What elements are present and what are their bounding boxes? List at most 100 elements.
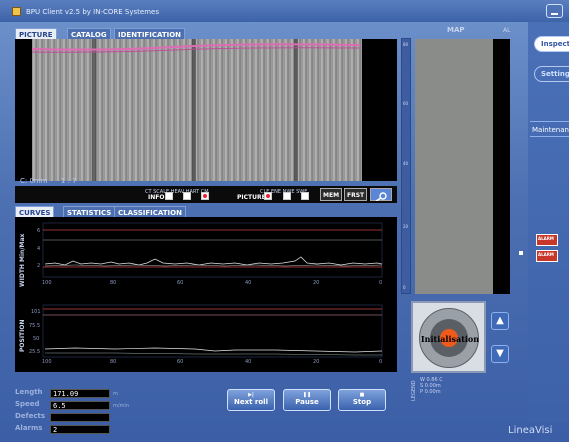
- speed-value: 6.5: [50, 401, 110, 410]
- xtick: 100: [42, 280, 52, 286]
- scroll-down-button[interactable]: ▼: [491, 345, 509, 363]
- alarm-icon[interactable]: ALARM: [536, 234, 558, 246]
- next-icon: ▶|: [248, 392, 254, 398]
- legend-title: LEGEND: [411, 380, 417, 401]
- position-ytick: 101: [31, 309, 41, 315]
- info-label: INFO: [148, 194, 165, 201]
- map-scale-tick: 20: [403, 224, 409, 229]
- info-toggle-2[interactable]: [183, 192, 191, 200]
- fabric-image: [32, 39, 362, 181]
- app-icon: [12, 7, 21, 16]
- length-label: Length: [15, 388, 43, 396]
- info-toggle-1[interactable]: [165, 192, 173, 200]
- defects-value: [50, 413, 110, 422]
- map-scroll-marker[interactable]: [519, 251, 523, 255]
- position-ytick: 50: [33, 336, 39, 342]
- map-legend: W 0.86 C S 0.00m P 0.00m: [420, 377, 443, 395]
- map-scale-tick: 60: [403, 101, 409, 106]
- tab-picture[interactable]: PICTURE: [15, 28, 57, 39]
- stop-label: Stop: [352, 398, 372, 406]
- inspect-button[interactable]: Inspect: [534, 36, 569, 52]
- picture-status-left: C: 0mm: [20, 177, 48, 185]
- defects-label: Defects: [15, 412, 46, 420]
- scroll-up-button[interactable]: ▲: [491, 312, 509, 330]
- xtick: 40: [245, 280, 251, 286]
- camera-picture[interactable]: [15, 39, 397, 181]
- xtick: 80: [110, 359, 116, 365]
- tab-classification[interactable]: CLASSIFICATION: [114, 206, 186, 217]
- window-title: BPU Client v2.5 by IN-CORE Systemes: [26, 8, 159, 16]
- pause-icon: ❚❚: [302, 392, 312, 398]
- pause-label: Pause: [295, 398, 319, 406]
- tab-identification[interactable]: IDENTIFICATION: [114, 28, 186, 39]
- brand-logo: LineaVisi: [508, 425, 553, 436]
- map-scale-tick: 80: [403, 42, 409, 47]
- edge-trace: [31, 43, 361, 53]
- status-gauge-panel: Initialisation: [411, 301, 486, 373]
- minimize-button[interactable]: [546, 4, 563, 18]
- picture-toggle-3[interactable]: [301, 192, 309, 200]
- inspect-label: Inspect: [541, 40, 569, 48]
- info-toggle-3[interactable]: [201, 192, 209, 200]
- legend-line: S 0.00m: [420, 383, 441, 389]
- zoom-icon[interactable]: [370, 188, 392, 202]
- xtick: 0: [379, 359, 382, 365]
- stop-icon: ■: [359, 392, 365, 398]
- alarms-label: Alarms: [15, 424, 43, 432]
- gauge-label: Initialisation: [420, 334, 480, 344]
- picture-label: PICTURE: [237, 194, 266, 201]
- curves-panel: WIDTH Min/Max POSITION 6 4 2 101 75.5 50…: [15, 217, 397, 372]
- setting-label: Setting: [541, 70, 569, 78]
- alarm-icon[interactable]: ALARM: [536, 250, 558, 262]
- map-scale: 80 60 40 20 0: [401, 38, 411, 294]
- xtick: 100: [42, 359, 52, 365]
- right-sidebar: Inspect Setting Maintenance ALARM ALARM: [528, 22, 569, 422]
- length-value: 171.09: [50, 389, 110, 398]
- picture-toolbar: CT SCALE HEAV HART CM INFO CLE ENE NWE S…: [15, 186, 397, 203]
- position-ytick: 25.5: [29, 349, 40, 355]
- width-ytick: 2: [37, 263, 40, 269]
- map-scale-tick: 40: [403, 161, 409, 166]
- xtick: 20: [313, 359, 319, 365]
- picture-toggle-1[interactable]: [264, 192, 272, 200]
- status-gauge: Initialisation: [419, 308, 479, 368]
- speed-unit: m/min: [113, 403, 129, 409]
- picture-status: C: 0mm 1 : 7: [20, 177, 77, 185]
- title-bar: BPU Client v2.5 by IN-CORE Systemes: [0, 0, 569, 22]
- map-corner-label: AL: [503, 27, 511, 34]
- stop-button[interactable]: ■ Stop: [338, 389, 386, 411]
- speed-label: Speed: [15, 400, 40, 408]
- xtick: 60: [177, 359, 183, 365]
- tab-statistics[interactable]: STATISTICS: [63, 206, 116, 217]
- maintenance-button[interactable]: Maintenance: [530, 121, 569, 137]
- setting-button[interactable]: Setting: [534, 66, 569, 82]
- defect-map-margin: [493, 39, 510, 294]
- toolbar-caption-1: CT SCALE HEAV HART CM: [145, 189, 209, 195]
- map-scale-tick: 0: [403, 285, 406, 290]
- legend-line: P 0.00m: [420, 389, 441, 395]
- pause-button[interactable]: ❚❚ Pause: [283, 389, 331, 411]
- next-roll-button[interactable]: ▶| Next roll: [227, 389, 275, 411]
- frost-button[interactable]: FRST: [344, 188, 368, 201]
- xtick: 60: [177, 280, 183, 286]
- position-ytick: 75.5: [29, 323, 40, 329]
- mem-button[interactable]: MEM: [320, 188, 343, 201]
- tab-catalog[interactable]: CATALOG: [67, 28, 111, 39]
- map-title: MAP: [447, 26, 465, 34]
- xtick: 80: [110, 280, 116, 286]
- defect-map[interactable]: [415, 39, 493, 294]
- width-ytick: 4: [37, 246, 40, 252]
- next-roll-label: Next roll: [234, 398, 268, 406]
- picture-status-right: 1 : 7: [60, 177, 77, 185]
- length-unit: m: [113, 391, 118, 397]
- width-ytick: 6: [37, 228, 40, 234]
- picture-toggle-2[interactable]: [283, 192, 291, 200]
- xtick: 40: [245, 359, 251, 365]
- tab-curves[interactable]: CURVES: [15, 206, 55, 217]
- width-axis-label: WIDTH Min/Max: [19, 233, 26, 287]
- curves-graph: 6 4 2 101 75.5 50 25.5 100 80 60 40 20 0…: [29, 222, 383, 365]
- position-axis-label: POSITION: [19, 319, 26, 353]
- alarms-value: 2: [50, 425, 110, 434]
- legend-line: W 0.86 C: [420, 377, 443, 383]
- xtick: 20: [313, 280, 319, 286]
